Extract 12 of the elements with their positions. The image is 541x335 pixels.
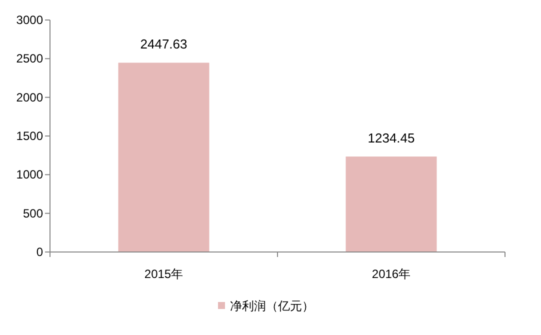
y-tick-label: 0 bbox=[36, 245, 44, 259]
x-tick-label: 2015年 bbox=[144, 267, 184, 281]
y-tick-label: 2000 bbox=[16, 90, 44, 104]
data-label: 1234.45 bbox=[368, 130, 415, 146]
data-label: 2447.63 bbox=[140, 36, 188, 52]
y-tick-label: 3000 bbox=[16, 13, 44, 27]
x-tick-label: 2016年 bbox=[372, 267, 411, 281]
y-tick-label: 1000 bbox=[16, 168, 44, 182]
legend-label: 净利润（亿元） bbox=[230, 299, 314, 313]
y-tick-label: 500 bbox=[22, 206, 44, 220]
y-tick-label: 1500 bbox=[16, 129, 44, 143]
y-tick-label: 2500 bbox=[16, 52, 44, 66]
